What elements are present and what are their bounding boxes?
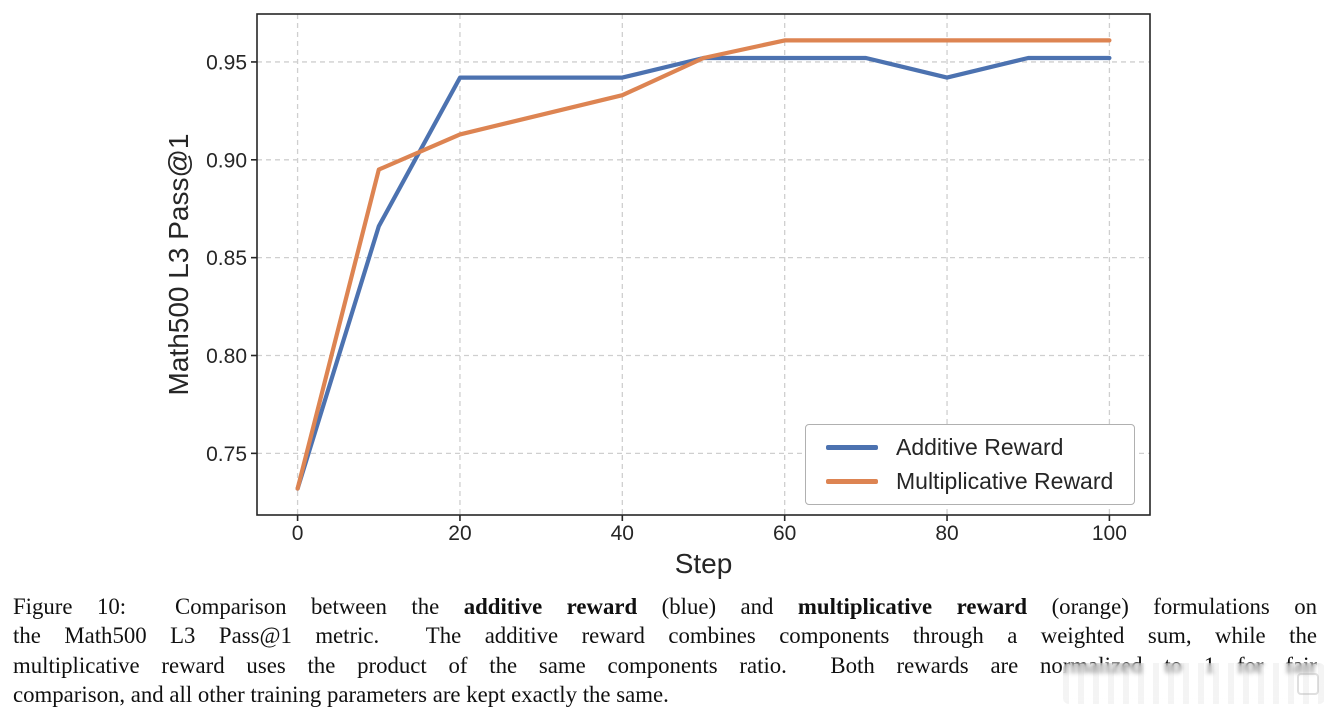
line-chart-figure: 0 20 40 60 80 100 0.75 0.80 0.85 0.90 0.95 Step Math…	[163, 13, 1151, 579]
caption-bold-text: additive reward	[463, 594, 638, 619]
x-axis-label: Step	[675, 548, 733, 579]
x-tick-label: 40	[611, 522, 634, 545]
caption-line: Figure 10: Comparison between the additi…	[13, 592, 1317, 621]
watermark-glyph	[1297, 673, 1319, 695]
plot-border	[256, 13, 1151, 516]
caption-text: (blue) and	[637, 594, 798, 619]
legend-line-swatch-additive	[826, 445, 878, 450]
y-tick-label: 0.85	[206, 247, 247, 270]
legend-label: Additive Reward	[896, 433, 1064, 460]
legend-label: Multiplicative Reward	[896, 468, 1114, 495]
chart-legend: Additive Reward Multiplicative Reward	[805, 424, 1135, 505]
y-tick-label: 0.75	[206, 443, 247, 466]
caption-text: comparison, and all other training param…	[13, 682, 669, 708]
legend-item-additive: Additive Reward	[806, 431, 1134, 463]
y-axis-label: Math500 L3 Pass@1	[163, 134, 194, 396]
x-tick-label: 60	[773, 522, 796, 545]
caption-bold-text: multiplicative reward	[797, 594, 1028, 619]
x-tick-label: 80	[935, 522, 958, 545]
watermark-blur	[1063, 663, 1325, 704]
caption-line: the Math500 L3 Pass@1 metric. The additi…	[13, 621, 1317, 650]
caption-line: comparison, and all other training param…	[13, 680, 1317, 709]
x-tick-label: 100	[1092, 522, 1127, 545]
legend-item-multiplicative: Multiplicative Reward	[806, 466, 1134, 498]
figure-caption: Figure 10: Comparison between the additi…	[13, 592, 1317, 710]
chart-canvas: 0 20 40 60 80 100 0.75 0.80 0.85 0.90 0.95 Step Math…	[163, 13, 1151, 579]
caption-text: the Math500 L3 Pass@1 metric. The additi…	[13, 623, 1317, 649]
caption-text: (orange) formulations on	[1027, 594, 1318, 619]
x-tick-label: 0	[292, 522, 304, 545]
y-tick-label: 0.95	[206, 51, 247, 74]
series-line-multiplicative-reward	[295, 38, 1112, 491]
caption-text: Figure 10: Comparison between the	[13, 594, 464, 619]
legend-line-swatch-multiplicative	[826, 479, 878, 484]
y-tick-label: 0.80	[206, 345, 247, 368]
y-tick-label: 0.90	[206, 149, 247, 172]
x-tick-label: 20	[448, 522, 471, 545]
